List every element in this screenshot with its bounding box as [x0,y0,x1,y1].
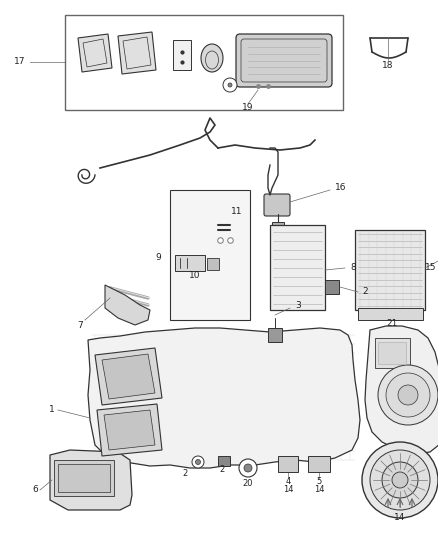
Bar [54,460,114,496]
Text: 14: 14 [283,486,293,495]
Circle shape [370,450,430,510]
Bar [65,15,343,110]
Text: 20: 20 [243,479,253,488]
Text: 15: 15 [425,263,437,272]
Ellipse shape [201,44,223,72]
Text: 2: 2 [219,465,225,474]
Text: 21: 21 [386,319,398,328]
Bar [358,308,423,320]
Polygon shape [50,450,132,510]
Polygon shape [102,354,155,399]
Polygon shape [105,285,150,325]
Circle shape [382,462,418,498]
Circle shape [378,365,438,425]
Text: 14: 14 [394,513,406,522]
Circle shape [223,78,237,92]
Text: 7: 7 [77,320,83,329]
Bar [173,40,191,70]
Bar [375,338,410,368]
Text: 5: 5 [316,478,321,487]
Polygon shape [365,326,438,454]
Text: 17: 17 [14,58,26,67]
Text: 16: 16 [335,183,346,192]
Circle shape [228,83,232,87]
Bar [207,258,219,270]
Text: 6: 6 [32,486,38,495]
Text: 11: 11 [231,207,243,216]
Text: 4: 4 [286,478,291,487]
Bar [378,342,406,364]
Polygon shape [97,404,162,456]
Bar [355,230,425,310]
Circle shape [239,459,257,477]
Text: 3: 3 [295,301,301,310]
Polygon shape [88,328,360,468]
Polygon shape [118,32,156,74]
Text: 19: 19 [242,103,254,112]
Bar [272,222,284,232]
Text: 9: 9 [155,254,161,262]
Bar [170,190,250,320]
Bar [268,328,282,342]
Text: 2: 2 [182,470,187,479]
Text: 14: 14 [314,486,324,495]
Text: 8: 8 [350,263,356,272]
Polygon shape [104,410,155,450]
Text: 10: 10 [189,271,201,280]
Bar [325,280,339,294]
Circle shape [398,385,418,405]
Circle shape [195,459,201,464]
Text: 1: 1 [49,406,55,415]
Circle shape [392,472,408,488]
Polygon shape [78,34,112,72]
Circle shape [244,464,252,472]
Bar [58,464,110,492]
FancyBboxPatch shape [264,194,290,216]
FancyBboxPatch shape [236,34,332,87]
Circle shape [362,442,438,518]
Text: 18: 18 [382,61,394,69]
Text: 2: 2 [362,287,367,296]
Bar [278,456,298,472]
Bar [308,456,330,472]
Circle shape [192,456,204,468]
Circle shape [386,373,430,417]
Bar [175,255,205,271]
Polygon shape [95,348,162,405]
Bar [218,456,230,466]
Bar [270,225,325,310]
